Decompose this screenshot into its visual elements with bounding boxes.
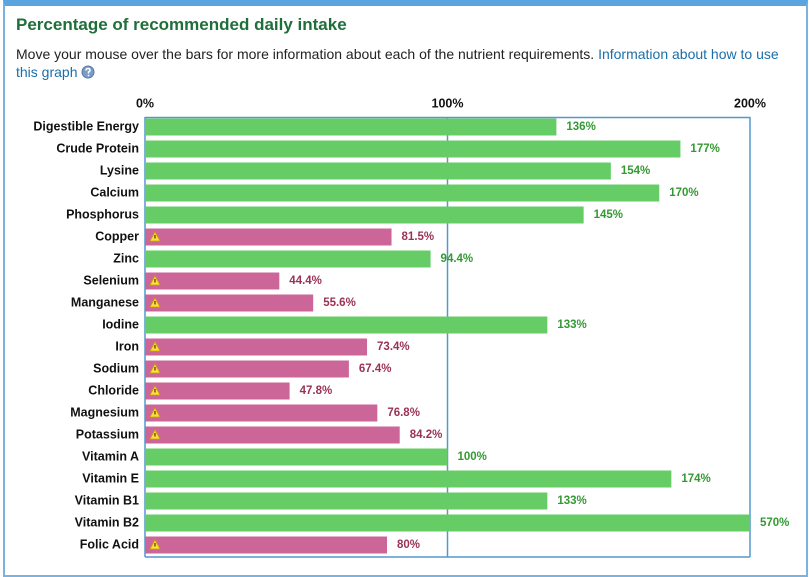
y-tick-label: Phosphorus bbox=[66, 207, 139, 221]
value-label: 170% bbox=[669, 187, 698, 199]
bar bbox=[145, 338, 368, 356]
bar bbox=[145, 536, 387, 554]
value-label: 100% bbox=[458, 451, 487, 463]
value-label: 47.8% bbox=[300, 385, 333, 397]
y-tick-label: Iron bbox=[115, 339, 139, 353]
y-tick-label: Selenium bbox=[83, 273, 139, 287]
description: Move your mouse over the bars for more i… bbox=[16, 45, 791, 81]
bar bbox=[145, 250, 431, 268]
bar bbox=[145, 470, 672, 488]
bar bbox=[145, 206, 584, 224]
value-label: 94.4% bbox=[441, 253, 474, 265]
bar bbox=[145, 228, 392, 246]
bar bbox=[145, 404, 378, 422]
description-text: Move your mouse over the bars for more i… bbox=[16, 46, 595, 62]
value-label: 44.4% bbox=[289, 275, 322, 287]
value-label: 174% bbox=[681, 473, 710, 485]
value-label: 73.4% bbox=[377, 341, 410, 353]
value-label: 81.5% bbox=[402, 231, 435, 243]
y-tick-label: Zinc bbox=[113, 251, 139, 265]
y-tick-label: Chloride bbox=[88, 383, 139, 397]
bar bbox=[145, 162, 611, 180]
y-tick-label: Vitamin B2 bbox=[75, 515, 139, 529]
value-label: 80% bbox=[397, 539, 420, 551]
y-tick-label: Folic Acid bbox=[80, 537, 139, 551]
value-label: 177% bbox=[690, 143, 719, 155]
bar bbox=[145, 514, 750, 532]
value-label: 154% bbox=[621, 165, 650, 177]
y-tick-label: Manganese bbox=[71, 295, 139, 309]
y-tick-label: Vitamin A bbox=[82, 449, 139, 463]
y-tick-label: Digestible Energy bbox=[33, 119, 139, 133]
y-tick-label: Copper bbox=[95, 229, 139, 243]
x-tick-label: 100% bbox=[432, 96, 464, 110]
bars bbox=[145, 118, 750, 554]
help-icon[interactable] bbox=[81, 65, 95, 79]
value-label: 570% bbox=[760, 517, 789, 529]
bar bbox=[145, 316, 548, 334]
bar bbox=[145, 382, 290, 400]
y-tick-label: Magnesium bbox=[70, 405, 139, 419]
help-link[interactable]: Information about how to use this graph bbox=[16, 46, 779, 80]
bar bbox=[145, 448, 448, 466]
bar bbox=[145, 360, 349, 378]
y-tick-label: Lysine bbox=[100, 163, 139, 177]
bar bbox=[145, 492, 548, 510]
value-label: 133% bbox=[557, 319, 586, 331]
bar bbox=[145, 140, 681, 158]
value-label: 55.6% bbox=[323, 297, 356, 309]
panel-title: Percentage of recommended daily intake bbox=[16, 15, 347, 34]
bar bbox=[145, 184, 660, 202]
bar bbox=[145, 426, 400, 444]
bar bbox=[145, 272, 280, 290]
y-tick-label: Iodine bbox=[102, 317, 139, 331]
value-label: 136% bbox=[566, 121, 595, 133]
x-tick-label: 0% bbox=[136, 96, 154, 110]
y-tick-label: Vitamin B1 bbox=[75, 493, 139, 507]
y-tick-label: Potassium bbox=[76, 427, 139, 441]
value-label: 133% bbox=[557, 495, 586, 507]
value-label: 76.8% bbox=[387, 407, 420, 419]
value-label: 145% bbox=[594, 209, 623, 221]
bar bbox=[145, 118, 557, 136]
y-tick-label: Sodium bbox=[93, 361, 139, 375]
y-tick-label: Vitamin E bbox=[82, 471, 139, 485]
x-tick-label: 200% bbox=[734, 96, 766, 110]
y-tick-label: Calcium bbox=[90, 185, 139, 199]
bar bbox=[145, 294, 314, 312]
value-label: 84.2% bbox=[410, 429, 443, 441]
y-tick-label: Crude Protein bbox=[56, 141, 139, 155]
value-label: 67.4% bbox=[359, 363, 392, 375]
